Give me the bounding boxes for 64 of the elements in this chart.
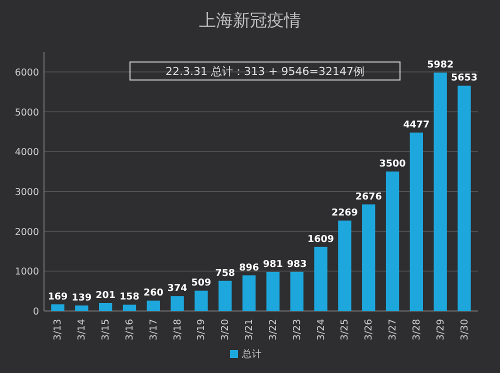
y-tick-label: 6000 xyxy=(14,67,39,78)
data-label: 201 xyxy=(96,290,116,301)
x-tick-label: 3/18 xyxy=(172,319,184,340)
data-label: 260 xyxy=(143,288,164,299)
legend-label: 总计 xyxy=(241,348,262,360)
x-tick-label: 3/28 xyxy=(411,319,422,340)
y-tick-label: 3000 xyxy=(14,186,39,198)
x-tick-label: 3/22 xyxy=(268,319,279,340)
bar xyxy=(194,290,208,311)
bar xyxy=(362,204,376,311)
y-tick-label: 5000 xyxy=(14,107,39,118)
bar xyxy=(458,86,471,311)
x-tick-label: 3/23 xyxy=(292,319,303,340)
x-tick-label: 3/15 xyxy=(100,319,112,340)
data-label: 139 xyxy=(72,292,92,304)
bar xyxy=(242,275,256,311)
bar xyxy=(170,296,184,311)
y-tick-label: 0 xyxy=(32,306,39,318)
y-tick-label: 1000 xyxy=(14,266,39,278)
bar xyxy=(75,305,88,311)
data-label: 5982 xyxy=(427,60,454,71)
bar xyxy=(290,272,304,311)
x-tick-label: 3/24 xyxy=(316,319,327,340)
x-tick-label: 3/16 xyxy=(124,319,136,340)
x-tick-label: 3/17 xyxy=(148,319,160,340)
bar xyxy=(266,272,280,311)
y-tick-label: 2000 xyxy=(14,226,39,238)
x-tick-label: 3/26 xyxy=(364,319,375,340)
annotation: 22.3.31 总计：313 + 9546=32147例 xyxy=(166,65,364,78)
bar xyxy=(218,280,232,311)
x-tick-label: 3/20 xyxy=(220,319,232,340)
data-label: 758 xyxy=(215,268,236,279)
data-label: 169 xyxy=(48,291,68,302)
data-label: 2269 xyxy=(331,208,358,219)
x-tick-label: 3/25 xyxy=(340,319,351,340)
data-label: 374 xyxy=(167,283,188,294)
x-tick-label: 3/27 xyxy=(388,319,399,340)
bar xyxy=(122,304,136,311)
bar xyxy=(146,300,160,311)
data-label: 983 xyxy=(286,258,307,270)
data-label: 981 xyxy=(263,258,283,270)
data-label: 5653 xyxy=(451,72,478,84)
data-label: 896 xyxy=(239,262,260,274)
bar xyxy=(51,304,64,311)
bar xyxy=(434,72,447,311)
x-tick-label: 3/14 xyxy=(76,319,88,340)
data-label: 509 xyxy=(191,278,212,289)
x-tick-label: 3/29 xyxy=(435,319,446,340)
data-label: 158 xyxy=(120,292,140,303)
bar xyxy=(98,302,112,311)
x-tick-label: 3/30 xyxy=(459,319,470,340)
x-tick-label: 3/13 xyxy=(52,319,64,340)
bar xyxy=(410,132,424,311)
data-label: 3500 xyxy=(379,158,406,170)
data-label: 4477 xyxy=(403,120,430,131)
data-label: 2676 xyxy=(355,191,382,202)
x-tick-label: 3/19 xyxy=(196,319,208,340)
chart-title: 上海新冠疫情 xyxy=(199,11,301,31)
x-tick-label: 3/21 xyxy=(244,319,256,340)
data-label: 1609 xyxy=(308,234,334,245)
y-tick-label: 4000 xyxy=(14,147,39,158)
bar xyxy=(386,172,400,311)
bar xyxy=(338,220,352,311)
bar xyxy=(314,246,328,311)
